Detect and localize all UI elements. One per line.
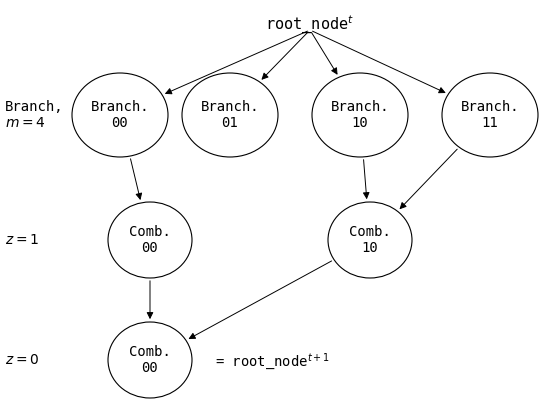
Text: Comb.
10: Comb. 10 bbox=[349, 225, 391, 255]
Ellipse shape bbox=[108, 322, 192, 398]
Text: Branch,
$m = 4$: Branch, $m = 4$ bbox=[5, 100, 64, 130]
Text: Branch.
01: Branch. 01 bbox=[201, 100, 259, 130]
Ellipse shape bbox=[182, 73, 278, 157]
Text: $z = 1$: $z = 1$ bbox=[5, 233, 39, 247]
Text: root_node$^t$: root_node$^t$ bbox=[265, 14, 355, 36]
Text: Comb.
00: Comb. 00 bbox=[129, 225, 171, 255]
Ellipse shape bbox=[312, 73, 408, 157]
Text: $z = 0$: $z = 0$ bbox=[5, 353, 39, 367]
Text: Comb.
00: Comb. 00 bbox=[129, 345, 171, 375]
Ellipse shape bbox=[328, 202, 412, 278]
Ellipse shape bbox=[72, 73, 168, 157]
Text: Branch.
11: Branch. 11 bbox=[461, 100, 520, 130]
Ellipse shape bbox=[442, 73, 538, 157]
Text: = root_node$^{t+1}$: = root_node$^{t+1}$ bbox=[215, 352, 330, 373]
Ellipse shape bbox=[108, 202, 192, 278]
Text: Branch.
00: Branch. 00 bbox=[90, 100, 149, 130]
Text: Branch.
10: Branch. 10 bbox=[330, 100, 389, 130]
